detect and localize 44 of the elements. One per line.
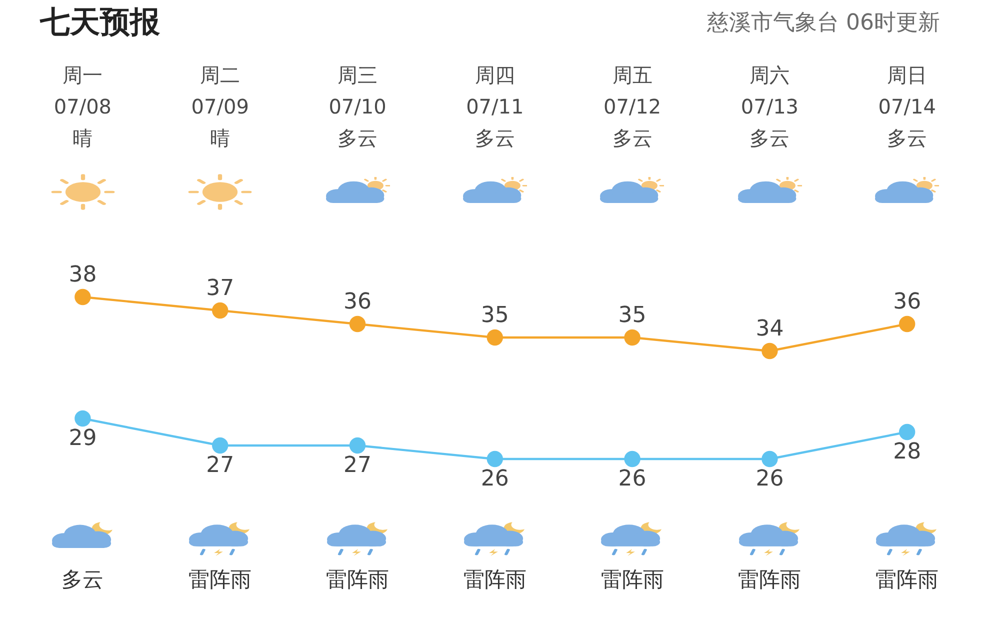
point [486, 329, 503, 346]
data-label: 34 [756, 316, 784, 342]
x-tick-label: 周五 07/12 多云 [603, 63, 662, 150]
point [899, 316, 916, 332]
text: 雷阵雨 [463, 567, 526, 592]
data-label: 26 [756, 466, 784, 492]
data-label: 36 [344, 290, 372, 315]
text: 雷阵雨 [738, 567, 802, 592]
point [349, 316, 366, 332]
data-label: 27 [206, 453, 234, 478]
point [624, 450, 640, 468]
text: 雷阵雨 [600, 567, 664, 592]
point [212, 302, 228, 319]
x-tick-label: 周二 07/09 晴 [191, 63, 249, 150]
text: 雷阵雨 [876, 567, 939, 592]
point [486, 450, 503, 468]
chart-subtitle: 慈溪市气象台 06时更新 [706, 10, 940, 36]
point [349, 437, 366, 454]
data-label: 35 [618, 303, 646, 328]
data-label: 38 [68, 262, 97, 288]
data-label: 26 [618, 466, 646, 492]
point [762, 342, 778, 360]
x-tick-label: 周四 07/11 多云 [466, 63, 524, 150]
data-label: 26 [480, 466, 509, 492]
x-tick-label: 周六 07/13 多云 [740, 63, 799, 150]
point [74, 288, 91, 306]
data-label: 37 [206, 276, 234, 302]
text: 雷阵雨 [188, 567, 252, 592]
x-tick-label: 周三 07/10 多云 [328, 63, 386, 150]
text: 多云 [62, 567, 104, 592]
point [74, 410, 91, 427]
text: 雷阵雨 [326, 567, 389, 592]
chart-title: 七天预报 [39, 4, 161, 40]
data-label: 36 [893, 290, 922, 315]
point [212, 437, 228, 454]
data-label: 29 [68, 426, 97, 452]
data-label: 27 [344, 453, 372, 478]
point [899, 424, 916, 440]
point [624, 329, 640, 346]
x-tick-label: 周一 07/08 晴 [54, 63, 112, 150]
x-tick-label: 周日 07/14 多云 [878, 63, 936, 150]
point [762, 450, 778, 468]
data-label: 28 [893, 440, 922, 465]
data-label: 35 [480, 303, 509, 328]
